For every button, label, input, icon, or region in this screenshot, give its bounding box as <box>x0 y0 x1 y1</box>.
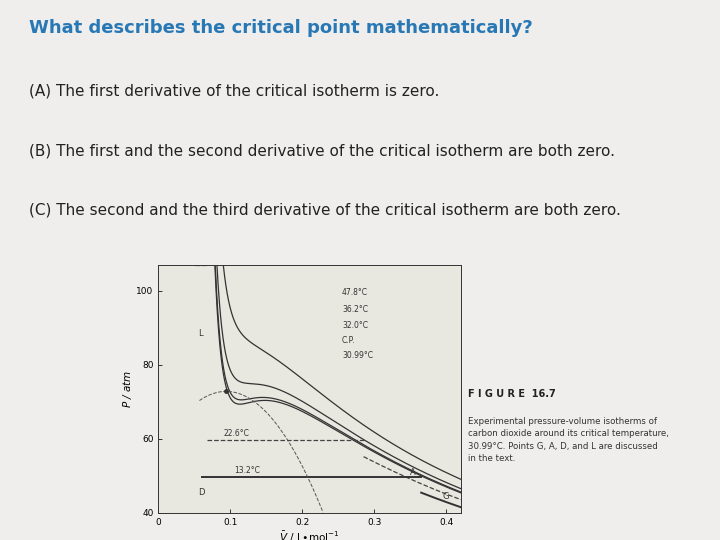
Text: A: A <box>410 469 416 477</box>
Text: F I G U R E  16.7: F I G U R E 16.7 <box>468 389 556 400</box>
Text: (A) The first derivative of the critical isotherm is zero.: (A) The first derivative of the critical… <box>29 84 439 99</box>
Text: L: L <box>198 329 202 338</box>
Text: 47.8°C: 47.8°C <box>342 288 368 297</box>
Text: 32.0°C: 32.0°C <box>342 321 368 330</box>
Text: What describes the critical point mathematically?: What describes the critical point mathem… <box>29 19 533 37</box>
Text: 22.6°C: 22.6°C <box>223 429 249 438</box>
Text: 36.2°C: 36.2°C <box>342 305 368 314</box>
Y-axis label: $P$ / atm: $P$ / atm <box>120 370 133 408</box>
Text: Experimental pressure-volume isotherms of
carbon dioxide around its critical tem: Experimental pressure-volume isotherms o… <box>468 417 669 463</box>
Text: C.P.: C.P. <box>342 336 356 345</box>
Text: 13.2°C: 13.2°C <box>234 466 260 475</box>
Text: 30.99°C: 30.99°C <box>342 351 373 360</box>
Text: (C) The second and the third derivative of the critical isotherm are both zero.: (C) The second and the third derivative … <box>29 202 621 218</box>
Text: (B) The first and the second derivative of the critical isotherm are both zero.: (B) The first and the second derivative … <box>29 143 615 158</box>
Text: D: D <box>198 488 204 497</box>
X-axis label: $\bar{V}$ / L$\bullet$mol$^{-1}$: $\bar{V}$ / L$\bullet$mol$^{-1}$ <box>279 530 340 540</box>
Text: G: G <box>443 492 449 501</box>
